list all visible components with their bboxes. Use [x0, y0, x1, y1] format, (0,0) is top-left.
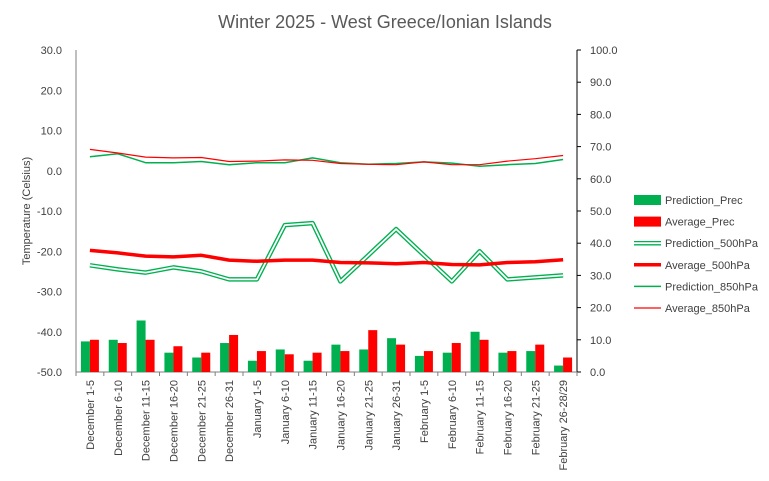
- x-tick-label: January 21-25: [363, 380, 375, 450]
- y-right-tick-label: 50.0: [590, 206, 611, 218]
- bar-Prediction_Prec: [247, 360, 257, 372]
- bar-Prediction_Prec: [80, 341, 90, 372]
- y-left-tick-label: -20.0: [37, 246, 62, 258]
- bar-Average_Prec: [256, 351, 266, 372]
- y-right-tick-label: 20.0: [590, 303, 611, 315]
- legend-label: Prediction_850hPa: [665, 281, 759, 293]
- bar-Average_Prec: [229, 334, 239, 372]
- legend-label: Average_500hPa: [665, 260, 751, 272]
- x-tick-label: February 6-10: [447, 380, 459, 449]
- y-left-tick-label: 0.0: [47, 166, 62, 178]
- legend-swatch-Average_Prec: [634, 216, 661, 227]
- y-right-tick-label: 0.0: [590, 367, 605, 379]
- x-tick-label: January 26-31: [391, 380, 403, 450]
- bar-Average_Prec: [117, 343, 127, 372]
- x-tick-label: January 1-5: [252, 380, 264, 438]
- y-left-tick-label: -40.0: [37, 327, 62, 339]
- chart-title: Winter 2025 - West Greece/Ionian Islands: [218, 12, 552, 32]
- bar-Average_Prec: [145, 339, 155, 372]
- x-tick-label: December 1-5: [85, 380, 97, 450]
- bar-Average_Prec: [368, 330, 378, 372]
- x-tick-label: January 6-10: [280, 380, 292, 444]
- bar-Average_Prec: [396, 344, 406, 372]
- legend: Prediction_Prec Average_Prec Prediction_50…: [634, 195, 759, 315]
- bar-Prediction_Prec: [526, 351, 536, 372]
- x-tick-label: December 6-10: [113, 380, 125, 456]
- y-right-tick-label: 60.0: [590, 174, 611, 186]
- x-tick-label: February 26-28/29: [558, 380, 570, 471]
- bar-Average_Prec: [312, 352, 322, 372]
- x-tick-label: December 26-31: [224, 380, 236, 462]
- bar-Average_Prec: [340, 351, 350, 372]
- x-tick-label: February 1-5: [419, 380, 431, 443]
- legend-swatch-Prediction_Prec: [634, 195, 661, 205]
- y-right-tick-label: 40.0: [590, 238, 611, 250]
- y-right-tick-label: 10.0: [590, 335, 611, 347]
- bar-Average_Prec: [284, 354, 294, 372]
- bar-Average_Prec: [201, 352, 211, 372]
- series-line-Prediction_850hPa: [89, 153, 564, 168]
- bar-Prediction_Prec: [554, 365, 564, 372]
- bar-Average_Prec: [479, 339, 489, 372]
- bar-Prediction_Prec: [470, 331, 480, 372]
- bar-Prediction_Prec: [303, 360, 313, 372]
- y-left-tick-label: 30.0: [41, 45, 62, 57]
- bar-Prediction_Prec: [498, 352, 508, 372]
- bar-Average_Prec: [563, 357, 573, 372]
- bar-Average_Prec: [173, 346, 183, 372]
- x-tick-label: December 11-15: [141, 380, 153, 461]
- plot-area: -50.0 -40.0 -30.0 -20.0 -10.0 0.0 10.0 20.0 30.0…: [37, 45, 618, 471]
- bar-Prediction_Prec: [108, 339, 118, 372]
- x-tick-label: January 11-15: [308, 380, 320, 450]
- y-left-tick-label: -10.0: [37, 206, 62, 218]
- bar-Average_Prec: [423, 351, 433, 372]
- bar-Average_Prec: [451, 343, 461, 372]
- series-line-Average_850hPa: [89, 148, 564, 166]
- legend-label: Average_Prec: [665, 217, 735, 229]
- y-axis-label: Temperature (Celsius): [21, 157, 33, 265]
- bar-Prediction_Prec: [359, 349, 369, 372]
- bar-Prediction_Prec: [275, 349, 285, 372]
- series-line-Average_500hPa: [89, 248, 564, 267]
- bar-Prediction_Prec: [414, 355, 424, 372]
- y-right-tick-label: 90.0: [590, 77, 611, 89]
- bar-Prediction_Prec: [387, 338, 397, 372]
- bar-Average_Prec: [507, 351, 517, 372]
- bar-Average_Prec: [535, 344, 545, 372]
- bar-Prediction_Prec: [192, 357, 202, 372]
- y-left-tick-label: -50.0: [37, 367, 62, 379]
- x-tick-label: December 16-20: [168, 380, 180, 462]
- y-right-tick-label: 30.0: [590, 270, 611, 282]
- bar-Prediction_Prec: [136, 320, 146, 372]
- y-right-tick-label: 80.0: [590, 109, 611, 121]
- bar-Prediction_Prec: [331, 344, 341, 372]
- x-tick-label: January 16-20: [335, 380, 347, 450]
- y-right-tick-label: 70.0: [590, 142, 611, 154]
- x-tick-label: December 21-25: [196, 380, 208, 462]
- series-line-inner-Prediction_500hPa: [89, 222, 564, 283]
- legend-label: Average_850hPa: [665, 303, 751, 315]
- y-left-tick-label: 10.0: [41, 126, 62, 138]
- bar-Average_Prec: [89, 339, 99, 372]
- bar-Prediction_Prec: [442, 352, 452, 372]
- y-left-tick-label: 20.0: [41, 85, 62, 97]
- legend-label: Prediction_500hPa: [665, 238, 759, 250]
- x-tick-label: February 16-20: [502, 380, 514, 455]
- x-tick-label: February 21-25: [530, 380, 542, 455]
- bar-Prediction_Prec: [220, 343, 230, 372]
- x-tick-label: February 11-15: [475, 380, 487, 454]
- y-left-tick-label: -30.0: [37, 287, 62, 299]
- legend-label: Prediction_Prec: [665, 195, 743, 207]
- bar-Prediction_Prec: [164, 352, 174, 372]
- y-right-tick-label: 100.0: [590, 45, 618, 57]
